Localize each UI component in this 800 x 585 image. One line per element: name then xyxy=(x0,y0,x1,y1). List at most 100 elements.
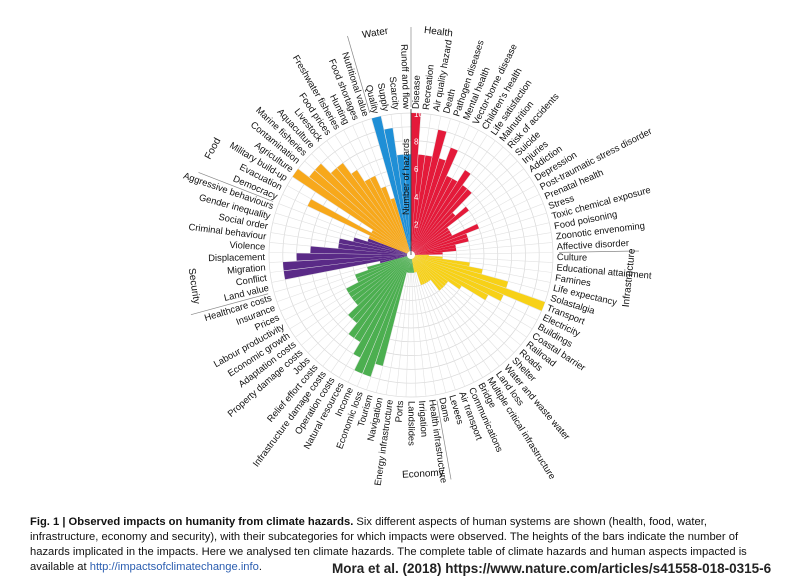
bar-income xyxy=(354,258,410,374)
bar-land-value xyxy=(380,255,408,264)
grid-spoke xyxy=(326,140,409,252)
bar-freshwater-fisheries xyxy=(364,178,410,252)
grid-spoke xyxy=(411,118,451,252)
grid-spoke xyxy=(414,255,551,283)
category-label: Violence xyxy=(229,239,265,252)
bar-contamination xyxy=(309,170,408,253)
grid-spoke xyxy=(411,258,427,397)
grid-spoke xyxy=(301,257,409,346)
grid-spoke xyxy=(411,258,447,393)
group-divider xyxy=(347,35,371,113)
bar-democracy xyxy=(368,235,408,254)
radial-axis-title: Number of hazards xyxy=(401,138,411,215)
grid-spoke xyxy=(295,257,408,338)
grid-spoke xyxy=(280,256,408,312)
bar-death xyxy=(411,129,447,252)
bar-electricity xyxy=(414,256,504,301)
group-divider xyxy=(190,293,269,315)
grid-spoke xyxy=(366,258,411,390)
grid-spoke xyxy=(414,203,544,254)
grid-spoke xyxy=(405,258,412,397)
bar-landslides xyxy=(410,258,412,273)
bar-children-s-health xyxy=(412,178,458,252)
bar-stress xyxy=(414,233,468,254)
bar-energy-infrastructure xyxy=(407,258,411,273)
bar-recreation xyxy=(411,154,425,252)
grid-spoke xyxy=(339,258,410,378)
bar-buildings xyxy=(414,256,489,300)
bar-addiction xyxy=(414,227,449,253)
grid-spoke xyxy=(380,116,411,252)
grid-spoke xyxy=(414,255,552,273)
caption-link[interactable]: http://impactsofclimatechange.info xyxy=(89,561,259,573)
grid-spoke xyxy=(270,255,408,273)
bar-jobs xyxy=(348,257,409,319)
bar-disease xyxy=(411,113,421,252)
grid-spoke xyxy=(375,258,411,393)
grid-spoke xyxy=(413,168,524,253)
radial-tick-label: 6 xyxy=(414,165,419,174)
bar-communications xyxy=(412,258,425,285)
bar-solastalgia xyxy=(414,256,509,288)
grid-spoke xyxy=(390,114,411,252)
bar-bridge xyxy=(412,258,427,284)
bar-ports xyxy=(409,258,411,273)
grid-spoke xyxy=(270,232,408,255)
bar-tourism xyxy=(375,258,411,366)
bar-evacuation xyxy=(307,199,408,254)
grid-spoke xyxy=(352,125,410,252)
grid-spoke xyxy=(412,258,466,387)
bar-injuries xyxy=(414,206,469,253)
bar-scarcity xyxy=(397,154,411,252)
grid-spoke xyxy=(278,203,408,254)
category-label: Culture xyxy=(557,251,587,263)
grid-spoke xyxy=(412,129,479,252)
bar-adaptation-costs xyxy=(351,257,408,302)
bar-food-poisoning xyxy=(414,244,456,255)
figure-caption: Fig. 1 | Observed impacts on humanity fr… xyxy=(30,515,775,575)
grid-spoke xyxy=(413,257,515,353)
grid-spoke xyxy=(413,257,500,367)
group-divider xyxy=(436,400,452,480)
category-label: Scarcity xyxy=(388,76,402,111)
caption-title: Fig. 1 | Observed impacts on humanity fr… xyxy=(30,516,354,528)
radial-tick-label: 10 xyxy=(414,110,423,119)
bar-criminal-behaviour xyxy=(338,243,408,255)
grid-spoke xyxy=(330,258,409,373)
grid-spoke xyxy=(411,258,437,395)
bar-supply xyxy=(384,128,411,252)
bar-educational-attainment xyxy=(414,255,443,259)
grid-spoke xyxy=(413,146,504,253)
bar-affective-disorder xyxy=(414,252,443,255)
source-credit: Mora et al. (2018) https://www.nature.co… xyxy=(332,561,772,576)
radial-bar-chart: 2 4 6 8 10 Number of hazards Disease Recreation… xyxy=(182,25,653,486)
category-label: Supply xyxy=(376,82,392,112)
caption-end: . xyxy=(258,561,262,573)
grid-spoke xyxy=(276,256,408,303)
bar-nutritional-value xyxy=(390,198,410,252)
grid-spoke xyxy=(413,140,496,252)
bar-hunting xyxy=(370,175,410,252)
bar-health-infrastructure xyxy=(411,258,415,273)
grid-spoke xyxy=(414,252,553,256)
grid-spoke xyxy=(400,113,412,252)
bar-irrigation xyxy=(411,258,413,273)
grid-spoke xyxy=(343,129,410,252)
bar-agriculture xyxy=(292,169,408,253)
group-label-health: Health xyxy=(423,25,453,39)
grid-spoke xyxy=(411,116,442,252)
bar-runoff-and-flow xyxy=(404,154,411,252)
grid-spoke xyxy=(272,222,408,255)
bar-dams xyxy=(411,258,416,273)
group-label-economy: Economy xyxy=(402,468,444,481)
grid-spoke xyxy=(413,257,521,346)
bar-violence xyxy=(310,246,408,255)
category-label: Displacement xyxy=(208,251,265,263)
grid-spoke xyxy=(385,258,411,395)
grid-spoke xyxy=(414,256,533,330)
bar-infrastructure-damage-costs xyxy=(348,258,409,338)
grid-spoke xyxy=(412,134,488,252)
grid-spoke xyxy=(311,153,409,253)
bar-food-shortages xyxy=(381,186,410,252)
grid-spoke xyxy=(287,185,408,254)
